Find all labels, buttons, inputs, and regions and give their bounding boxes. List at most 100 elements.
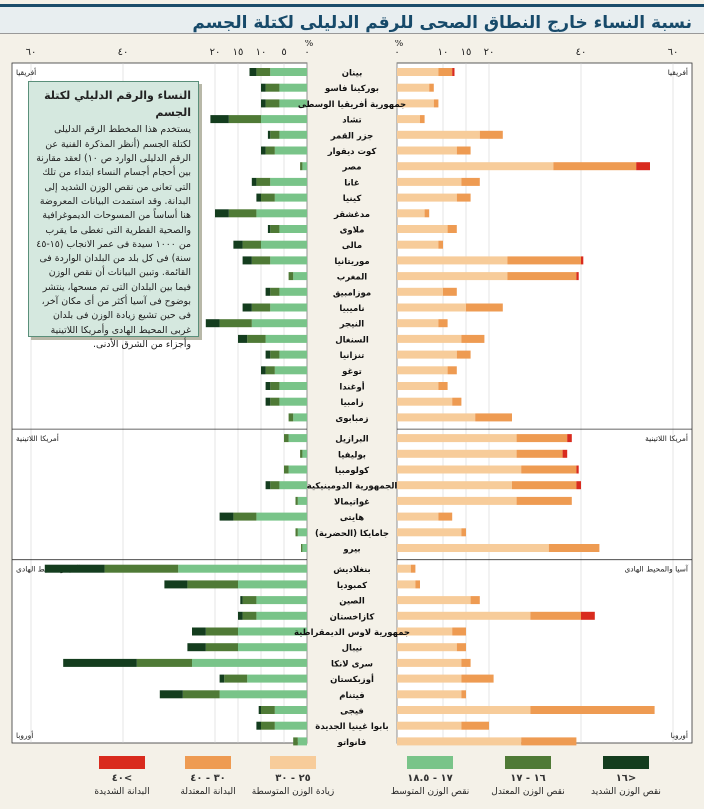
- overweight-bar-segment: [438, 512, 453, 521]
- overweight-bar-segment: [553, 162, 637, 171]
- underweight-bar-segment: [187, 580, 238, 589]
- country-label: ناميبيا: [339, 304, 364, 314]
- underweight-bar-segment: [224, 674, 248, 683]
- overweight-bar-segment: [397, 706, 531, 714]
- underweight-bar-segment: [265, 350, 271, 359]
- underweight-bar-segment: [279, 397, 307, 406]
- overweight-bar-segment: [397, 256, 508, 265]
- underweight-bar-segment: [242, 256, 252, 265]
- overweight-bar-segment: [479, 130, 503, 139]
- underweight-bar-segment: [187, 643, 206, 652]
- overweight-bar-segment: [461, 528, 466, 537]
- underweight-bar-segment: [270, 287, 280, 296]
- overweight-bar-segment: [397, 449, 517, 458]
- underweight-bar-segment: [297, 496, 307, 505]
- underweight-bar-segment: [284, 434, 289, 443]
- underweight-bar-segment: [261, 115, 307, 124]
- overweight-bar-segment: [397, 674, 462, 683]
- underweight-bar-segment: [251, 319, 307, 328]
- underweight-bar-segment: [265, 99, 280, 108]
- underweight-bar-segment: [265, 481, 271, 490]
- overweight-bar-segment: [397, 721, 462, 730]
- legend-label: نقص الوزن الشديد: [591, 787, 661, 797]
- legend-label: نقص الوزن المتوسط: [390, 787, 470, 797]
- underweight-bar-segment: [261, 240, 307, 249]
- overweight-bar-segment: [521, 465, 577, 474]
- country-label: أوزبكستان: [330, 673, 374, 685]
- country-label: بوليفيا: [338, 450, 366, 460]
- region-label-right: أوروبا: [671, 730, 688, 740]
- country-label: توغو: [341, 367, 362, 377]
- region-label-right: أفريقيا: [668, 67, 688, 77]
- underweight-bar-segment: [182, 690, 220, 699]
- right-unit-label: %: [395, 40, 404, 49]
- underweight-bar-segment: [242, 303, 252, 312]
- underweight-bar-segment: [302, 544, 307, 552]
- underweight-bar-segment: [279, 99, 307, 108]
- underweight-bar-segment: [265, 83, 280, 92]
- overweight-bar-segment: [461, 177, 480, 186]
- legend-item-moderate-obesity: ٣٠ - ٤٠ البدانة المعتدلة: [160, 756, 256, 804]
- country-label: هايتى: [340, 513, 364, 523]
- overweight-bar-segment: [461, 658, 471, 667]
- country-label: البرازيل: [335, 435, 369, 445]
- underweight-bar-segment: [256, 512, 307, 521]
- right-tick-label: ٢٠: [484, 47, 495, 58]
- underweight-bar-segment: [270, 177, 307, 186]
- overweight-bar-segment: [397, 580, 416, 589]
- legend-item-overweight: ٢٥ - ٣٠ زيادة الوزن المتوسطة: [245, 756, 341, 804]
- overweight-bar-segment: [438, 319, 448, 328]
- underweight-bar-segment: [242, 240, 261, 249]
- underweight-bar-segment: [267, 225, 271, 233]
- overweight-bar-segment: [516, 496, 572, 505]
- country-label: تنزانيا: [340, 351, 365, 361]
- overweight-bar-segment: [456, 193, 471, 202]
- underweight-bar-segment: [279, 83, 307, 92]
- legend-swatch: [603, 756, 649, 769]
- country-label: موريتانيا: [334, 257, 369, 267]
- overweight-bar-segment: [438, 68, 453, 76]
- underweight-bar-segment: [302, 449, 307, 458]
- underweight-bar-segment: [261, 193, 275, 202]
- underweight-bar-segment: [261, 83, 266, 92]
- overweight-bar-segment: [576, 465, 579, 474]
- underweight-bar-segment: [44, 564, 105, 573]
- overweight-bar-segment: [397, 350, 457, 359]
- country-label: جمهورية أفريقيا الوسطى: [298, 98, 406, 110]
- underweight-bar-segment: [274, 366, 307, 375]
- overweight-bar-segment: [397, 209, 425, 218]
- legend-label: البدانة المعتدلة: [180, 787, 236, 797]
- left-tick-label: ٤٠: [118, 47, 129, 58]
- overweight-bar-segment: [433, 99, 439, 108]
- info-box-body: يستخدم هذا المخطط الرقم الدليلى لكتلة ال…: [36, 124, 191, 350]
- overweight-bar-segment: [397, 382, 439, 390]
- overweight-bar-segment: [461, 674, 494, 683]
- overweight-bar-segment: [420, 115, 425, 124]
- page-title: نسبة النساء خارج النطاق الصحى للرقم الدل…: [0, 4, 704, 34]
- underweight-bar-segment: [256, 177, 271, 186]
- overweight-bar-segment: [512, 481, 577, 490]
- underweight-bar-segment: [270, 130, 280, 139]
- underweight-bar-segment: [293, 737, 298, 746]
- overweight-bar-segment: [516, 434, 568, 443]
- underweight-bar-segment: [136, 658, 192, 667]
- underweight-bar-segment: [251, 256, 271, 265]
- overweight-bar-segment: [397, 99, 434, 108]
- overweight-bar-segment: [397, 737, 522, 746]
- underweight-bar-segment: [265, 334, 307, 343]
- underweight-bar-segment: [215, 209, 229, 218]
- overweight-bar-segment: [397, 528, 462, 537]
- underweight-bar-segment: [240, 596, 243, 605]
- country-label: بوركينا فاسو: [324, 84, 379, 94]
- underweight-bar-segment: [279, 350, 307, 359]
- underweight-bar-segment: [279, 481, 307, 490]
- legend-range: >٤٠: [111, 773, 133, 784]
- legend-range: ٢٥ - ٣٠: [275, 773, 311, 784]
- overweight-bar-segment: [397, 413, 476, 422]
- underweight-bar-segment: [205, 319, 220, 328]
- underweight-bar-segment: [279, 287, 307, 296]
- overweight-bar-segment: [438, 382, 448, 390]
- overweight-bar-segment: [397, 434, 517, 443]
- overweight-bar-segment: [452, 397, 462, 406]
- underweight-bar-segment: [205, 627, 238, 636]
